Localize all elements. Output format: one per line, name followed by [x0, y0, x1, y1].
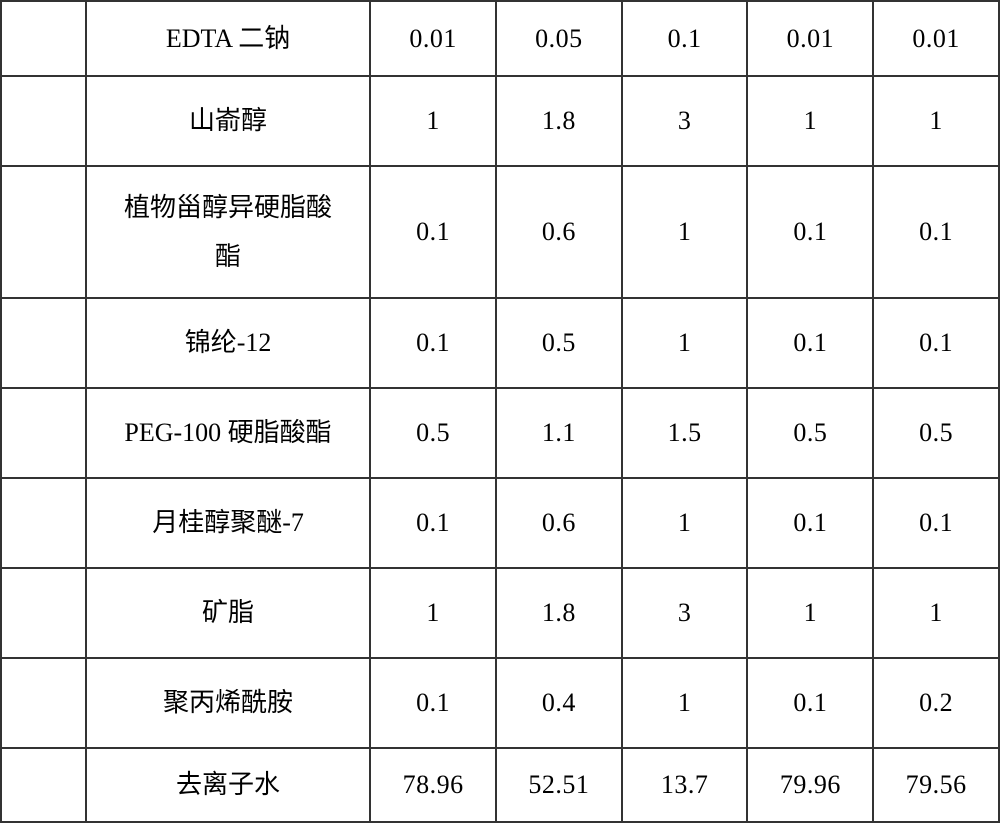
table-row: 去离子水 78.96 52.51 13.7 79.96 79.56: [1, 748, 999, 822]
blank-cell: [1, 388, 86, 478]
ingredient-label-line1: 植物甾醇异硬脂酸: [124, 193, 332, 222]
ingredient-label: 矿脂: [86, 568, 370, 658]
value-cell: 0.1: [622, 1, 748, 76]
value-cell: 0.1: [370, 298, 496, 388]
ingredient-label: PEG-100 硬脂酸酯: [86, 388, 370, 478]
blank-cell: [1, 658, 86, 748]
blank-cell: [1, 568, 86, 658]
value-cell: 0.1: [873, 166, 999, 298]
value-cell: 0.01: [873, 1, 999, 76]
value-cell: 0.1: [747, 478, 873, 568]
value-cell: 0.5: [496, 298, 622, 388]
value-cell: 0.01: [747, 1, 873, 76]
value-cell: 1: [747, 568, 873, 658]
value-cell: 0.1: [370, 166, 496, 298]
ingredient-label: 去离子水: [86, 748, 370, 822]
table-row: 锦纶-12 0.1 0.5 1 0.1 0.1: [1, 298, 999, 388]
value-cell: 1: [622, 298, 748, 388]
value-cell: 1: [370, 568, 496, 658]
value-cell: 1.1: [496, 388, 622, 478]
blank-cell: [1, 76, 86, 166]
value-cell: 1: [873, 568, 999, 658]
value-cell: 0.4: [496, 658, 622, 748]
value-cell: 1.8: [496, 76, 622, 166]
value-cell: 0.1: [873, 298, 999, 388]
value-cell: 0.1: [747, 166, 873, 298]
value-cell: 1: [622, 478, 748, 568]
ingredient-label: 山嵛醇: [86, 76, 370, 166]
value-cell: 13.7: [622, 748, 748, 822]
value-cell: 0.05: [496, 1, 622, 76]
table-row: EDTA 二钠 0.01 0.05 0.1 0.01 0.01: [1, 1, 999, 76]
ingredient-table-container: EDTA 二钠 0.01 0.05 0.1 0.01 0.01 山嵛醇 1 1.…: [0, 0, 1000, 789]
value-cell: 1: [622, 658, 748, 748]
value-cell: 0.5: [873, 388, 999, 478]
table-row: 聚丙烯酰胺 0.1 0.4 1 0.1 0.2: [1, 658, 999, 748]
blank-cell: [1, 1, 86, 76]
value-cell: 1: [622, 166, 748, 298]
value-cell: 0.1: [370, 478, 496, 568]
value-cell: 0.1: [747, 658, 873, 748]
value-cell: 0.6: [496, 166, 622, 298]
value-cell: 0.6: [496, 478, 622, 568]
value-cell: 78.96: [370, 748, 496, 822]
ingredient-label: 聚丙烯酰胺: [86, 658, 370, 748]
value-cell: 0.1: [747, 298, 873, 388]
value-cell: 3: [622, 568, 748, 658]
value-cell: 0.5: [370, 388, 496, 478]
blank-cell: [1, 298, 86, 388]
ingredient-label: 锦纶-12: [86, 298, 370, 388]
ingredient-label: 植物甾醇异硬脂酸酯: [86, 166, 370, 298]
value-cell: 0.1: [873, 478, 999, 568]
ingredient-label: EDTA 二钠: [86, 1, 370, 76]
blank-cell: [1, 166, 86, 298]
value-cell: 1: [370, 76, 496, 166]
value-cell: 79.56: [873, 748, 999, 822]
value-cell: 1: [873, 76, 999, 166]
blank-cell: [1, 478, 86, 568]
table-row: PEG-100 硬脂酸酯 0.5 1.1 1.5 0.5 0.5: [1, 388, 999, 478]
table-row: 月桂醇聚醚-7 0.1 0.6 1 0.1 0.1: [1, 478, 999, 568]
blank-cell: [1, 748, 86, 822]
value-cell: 3: [622, 76, 748, 166]
value-cell: 0.01: [370, 1, 496, 76]
value-cell: 79.96: [747, 748, 873, 822]
value-cell: 1: [747, 76, 873, 166]
table-row: 植物甾醇异硬脂酸酯 0.1 0.6 1 0.1 0.1: [1, 166, 999, 298]
value-cell: 0.5: [747, 388, 873, 478]
value-cell: 0.1: [370, 658, 496, 748]
ingredient-label-line2: 酯: [215, 242, 241, 271]
ingredient-table: EDTA 二钠 0.01 0.05 0.1 0.01 0.01 山嵛醇 1 1.…: [0, 0, 1000, 823]
ingredient-label: 月桂醇聚醚-7: [86, 478, 370, 568]
value-cell: 0.2: [873, 658, 999, 748]
value-cell: 1.5: [622, 388, 748, 478]
table-row: 矿脂 1 1.8 3 1 1: [1, 568, 999, 658]
value-cell: 1.8: [496, 568, 622, 658]
value-cell: 52.51: [496, 748, 622, 822]
table-row: 山嵛醇 1 1.8 3 1 1: [1, 76, 999, 166]
